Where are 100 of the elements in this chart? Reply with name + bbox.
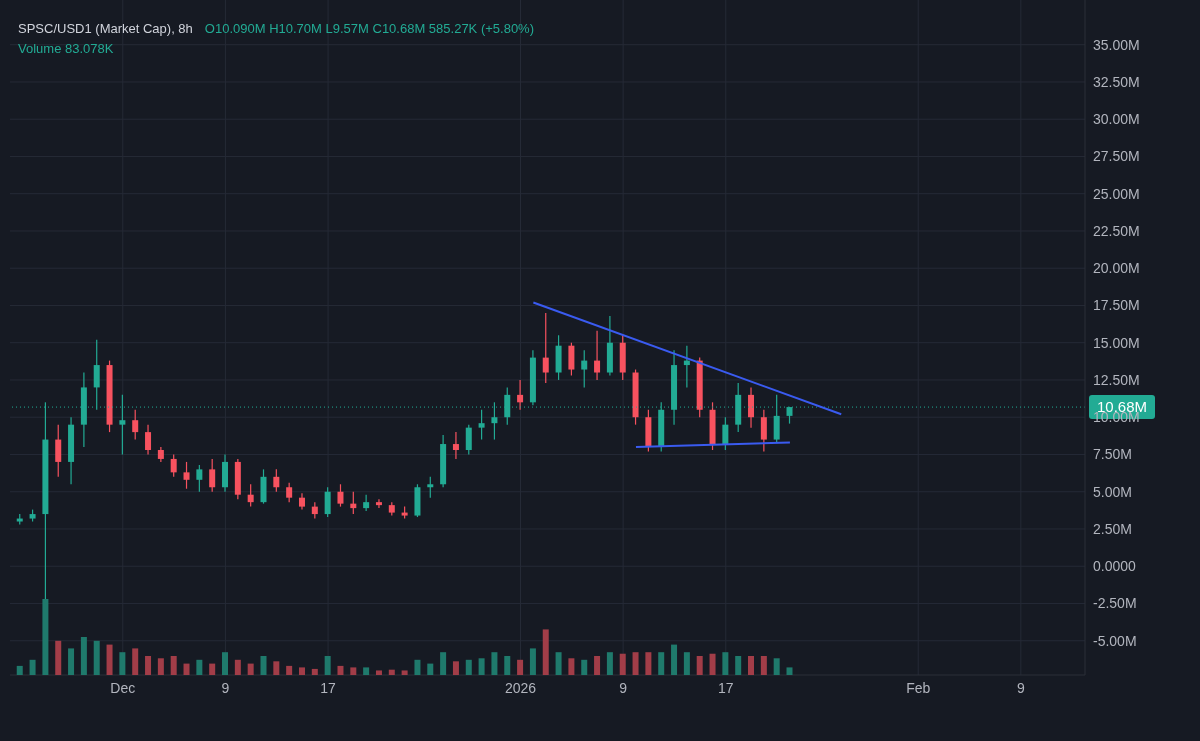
bar (375, 670, 382, 675)
candlestick (594, 330, 601, 381)
bar (452, 661, 459, 675)
candlestick (337, 483, 344, 508)
bar (106, 644, 113, 675)
bar (132, 648, 139, 675)
bar (157, 658, 164, 675)
bar (311, 668, 318, 675)
bar (324, 656, 331, 675)
bar (658, 652, 665, 675)
bar (683, 652, 690, 675)
bar (671, 644, 678, 675)
bar (606, 652, 613, 675)
bar (68, 648, 75, 675)
y-tick-label: 30.00M (1093, 111, 1140, 128)
x-tick-label: 9 (1016, 679, 1025, 696)
bar (388, 669, 395, 675)
candlestick (247, 483, 254, 508)
bar (80, 637, 87, 675)
bar (222, 652, 229, 675)
bar (29, 659, 36, 675)
bar (145, 656, 152, 675)
candlestick (465, 424, 472, 456)
bar (196, 659, 203, 675)
bar (16, 665, 23, 675)
bar (555, 652, 562, 675)
bar (119, 652, 126, 675)
y-tick-label: 5.00M (1093, 483, 1132, 500)
bar (401, 670, 408, 675)
bar (760, 656, 767, 675)
x-tick-label: 2026 (504, 679, 537, 696)
annotation: Volume 83.078K (18, 40, 115, 58)
x-tick-label: 17 (717, 679, 734, 696)
bar (748, 656, 755, 675)
bar (517, 659, 524, 675)
bar (632, 652, 639, 675)
y-tick-label: 32.50M (1093, 73, 1140, 90)
bar (529, 648, 536, 675)
y-tick-label: 22.50M (1093, 222, 1140, 239)
candlestick (145, 424, 152, 456)
y-tick-label: 0.0000 (1093, 558, 1137, 575)
annotation: O10.090M H10.70M L9.57M C10.68M 585.27K (+5.80%) (204, 21, 535, 36)
y-tick-label: -5.00M (1093, 632, 1137, 649)
bar (722, 652, 729, 675)
bar (709, 653, 716, 675)
bar (234, 659, 241, 675)
bar (440, 652, 447, 675)
bar (581, 659, 588, 675)
candlestick (286, 482, 293, 503)
bar (568, 658, 575, 675)
candlestick (517, 379, 524, 411)
candlestick (196, 464, 203, 493)
bar (170, 656, 177, 675)
candlestick (132, 409, 139, 441)
bar (363, 667, 370, 675)
x-tick-label: 9 (619, 679, 628, 696)
bar (247, 663, 254, 675)
candlestick (324, 486, 331, 518)
bar (427, 663, 434, 675)
bar (619, 653, 626, 675)
bar (273, 661, 280, 675)
bar (594, 656, 601, 675)
candlestick (478, 409, 485, 441)
bar (260, 656, 267, 675)
y-tick-label: -2.50M (1093, 595, 1137, 612)
y-tick-label: 15.00M (1093, 334, 1140, 351)
bar (465, 659, 472, 675)
bar (42, 599, 49, 675)
candlestick (748, 386, 755, 429)
bar (645, 652, 652, 675)
candlestick (183, 461, 190, 490)
bar (286, 665, 293, 675)
bar (542, 629, 549, 675)
candlestick (170, 453, 177, 478)
candlestick (375, 498, 382, 509)
y-tick-label: 12.50M (1093, 371, 1140, 388)
candlestick (568, 342, 575, 377)
x-tick-label: 17 (320, 679, 337, 696)
candlestick (452, 431, 459, 460)
bar (414, 659, 421, 675)
candlestick (55, 424, 62, 478)
x-tick-label: Dec (110, 679, 136, 696)
bar (183, 663, 190, 675)
candlestick (722, 416, 729, 451)
y-tick-label: 7.50M (1093, 446, 1132, 463)
x-tick-label: Feb (906, 679, 931, 696)
bar (209, 663, 216, 675)
y-tick-label: 35.00M (1093, 36, 1140, 53)
y-tick-label: 25.00M (1093, 185, 1140, 202)
y-tick-label: 2.50M (1093, 520, 1132, 537)
bar (786, 667, 793, 675)
text: SPSC/USD1 (Market Cap), 8h (18, 21, 193, 36)
bar (696, 656, 703, 675)
candlestick (273, 468, 280, 493)
y-tick-label: 20.00M (1093, 260, 1140, 277)
bar (298, 667, 305, 675)
bar (337, 665, 344, 675)
bar (55, 640, 62, 675)
candlestick (209, 458, 216, 493)
candlestick (581, 349, 588, 389)
